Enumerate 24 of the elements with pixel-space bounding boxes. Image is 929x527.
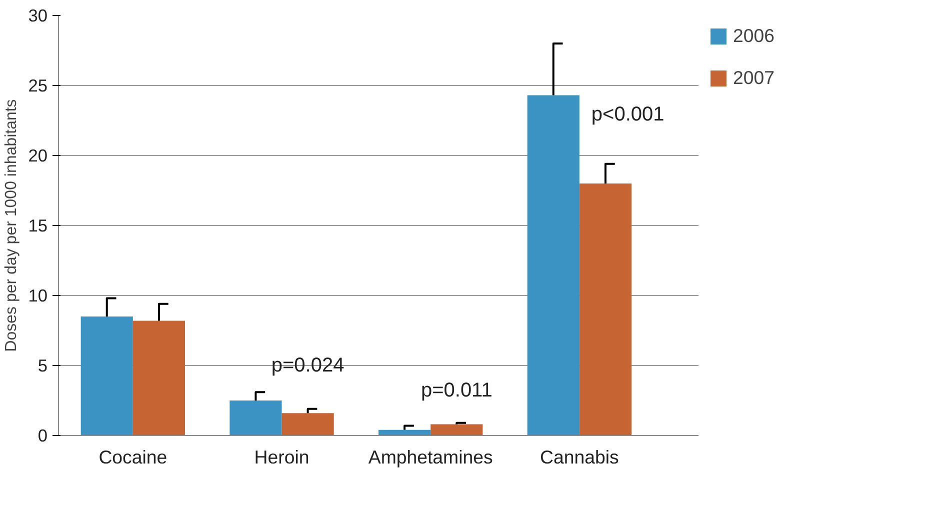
- x-tick-label: Cannabis: [540, 446, 619, 468]
- y-tick-label: 10: [28, 286, 48, 306]
- bar: [282, 413, 334, 436]
- bar: [80, 316, 133, 436]
- annotation: p=0.024: [271, 354, 344, 376]
- legend-label: 2006: [733, 25, 775, 47]
- annotation: p<0.001: [591, 103, 664, 126]
- bar: [527, 95, 580, 436]
- y-tick-label: 0: [38, 426, 48, 446]
- x-tick-label: Amphetamines: [368, 446, 493, 468]
- bar: [132, 320, 186, 436]
- annotation: p=0.011: [420, 380, 492, 402]
- bar: [430, 424, 483, 436]
- x-tick-label: Cocaine: [98, 446, 168, 468]
- y-tick-label: 25: [28, 76, 48, 96]
- y-tick-label: 20: [28, 146, 48, 166]
- y-tick-label: 15: [28, 216, 48, 236]
- y-axis-title: Doses per day per 1000 inhabitants: [3, 99, 20, 352]
- y-tick-label: 30: [28, 6, 48, 26]
- x-tick-label: Heroin: [254, 446, 310, 468]
- bar: [579, 184, 632, 436]
- legend-label: 2007: [733, 67, 775, 89]
- bar: [230, 400, 282, 436]
- y-tick-label: 5: [38, 356, 48, 376]
